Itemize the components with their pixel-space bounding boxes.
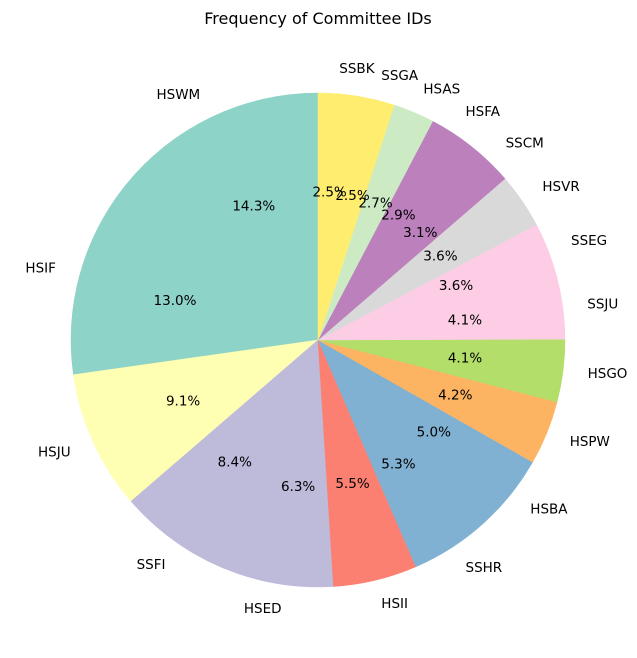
pct-label-hsii: 5.5% [335,476,369,492]
pie-slices [70,92,566,588]
pct-label-sseg: 3.6% [439,278,473,294]
slice-label-hspw: HSPW [570,434,610,450]
slice-label-hsed: HSED [244,601,282,617]
pct-label-hspw: 4.2% [438,388,472,404]
pct-label-sshr: 5.3% [381,457,415,473]
slice-label-hsfa: HSFA [466,104,501,120]
pct-label-sscm: 3.1% [403,225,437,241]
pct-label-hsfa: 2.9% [381,208,415,224]
pct-label-ssfi: 8.4% [218,455,252,471]
pct-label-ssju: 4.1% [448,313,482,329]
slice-label-hswm: HSWM [156,87,200,103]
pie-slice-ssfi [130,339,319,574]
pct-label-hsif: 13.0% [154,293,197,309]
slice-label-ssfi: SSFI [137,557,166,573]
slice-label-hsgo: HSGO [588,366,628,382]
slice-label-sshr: SSHR [466,560,503,576]
pct-label-hsju: 9.1% [166,393,200,409]
pct-label-hsgo: 4.1% [448,351,482,367]
pie-slice-ssbk [317,92,357,341]
pie-slice-hsif [70,185,319,376]
slice-label-hsvr: HSVR [542,179,579,195]
chart-title: Frequency of Committee IDs [204,9,432,28]
pct-label-hsed: 6.3% [281,479,315,495]
pie-slice-hsju [73,339,319,502]
pct-label-hsba: 5.0% [417,425,451,441]
pct-label-ssga: 2.5% [335,188,369,204]
slice-label-ssbk: SSBK [339,61,375,77]
slice-label-sseg: SSEG [571,233,607,249]
slice-label-hsju: HSJU [38,444,71,460]
slice-label-ssga: SSGA [381,68,419,84]
pie-slice-hswm [124,92,319,341]
pct-label-ssbk: 2.5% [312,184,346,200]
slice-label-sscm: SSCM [506,135,544,151]
pct-label-hswm: 14.3% [232,198,275,214]
pct-labels: 14.3% 13.0% 9.1% 8.4% 6.3% 5.5% 5.3%5.0% 4.2% 4.… [154,184,483,495]
slice-label-hsas: HSAS [423,82,460,98]
pct-label-hsvr: 3.6% [423,249,457,265]
slice-label-hsii: HSII [381,596,408,612]
slice-label-ssju: SSJU [587,296,618,312]
slice-labels: HSWM HSIF HSJU SSFI HSED HSII SSHR HSBA HSPW HSGO… [25,61,627,617]
slice-label-hsba: HSBA [530,502,568,518]
slice-label-hsif: HSIF [25,260,55,276]
pct-label-hsas: 2.7% [358,195,392,211]
